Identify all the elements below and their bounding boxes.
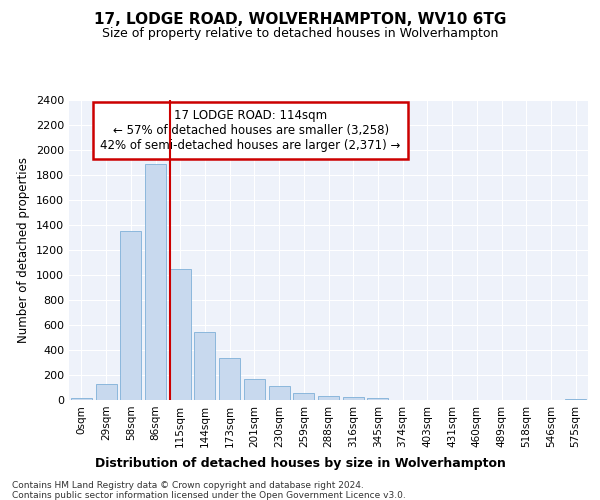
Bar — [71, 398, 92, 400]
Bar — [219, 358, 240, 400]
Bar — [367, 398, 388, 400]
Bar — [120, 231, 141, 400]
Bar — [565, 399, 586, 400]
Bar — [343, 397, 364, 400]
Bar — [244, 380, 265, 400]
Text: Size of property relative to detached houses in Wolverhampton: Size of property relative to detached ho… — [102, 28, 498, 40]
Text: Contains HM Land Registry data © Crown copyright and database right 2024.: Contains HM Land Registry data © Crown c… — [12, 481, 364, 490]
Bar — [269, 386, 290, 400]
Bar — [194, 332, 215, 400]
Text: 17 LODGE ROAD: 114sqm
← 57% of detached houses are smaller (3,258)
42% of semi-d: 17 LODGE ROAD: 114sqm ← 57% of detached … — [100, 109, 401, 152]
Text: Contains public sector information licensed under the Open Government Licence v3: Contains public sector information licen… — [12, 491, 406, 500]
Bar — [318, 396, 339, 400]
Text: Distribution of detached houses by size in Wolverhampton: Distribution of detached houses by size … — [95, 458, 505, 470]
Bar — [293, 392, 314, 400]
Text: 17, LODGE ROAD, WOLVERHAMPTON, WV10 6TG: 17, LODGE ROAD, WOLVERHAMPTON, WV10 6TG — [94, 12, 506, 28]
Bar — [170, 270, 191, 400]
Bar — [95, 384, 116, 400]
Y-axis label: Number of detached properties: Number of detached properties — [17, 157, 31, 343]
Bar — [145, 164, 166, 400]
